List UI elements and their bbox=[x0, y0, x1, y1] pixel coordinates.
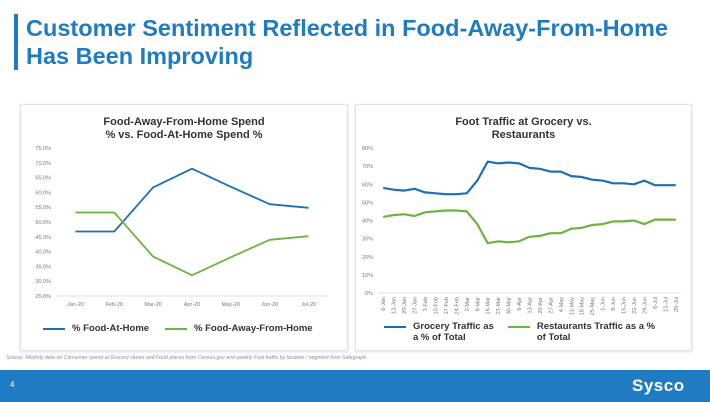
legend-label-grocery: Grocery Traffic as a % of Total bbox=[413, 321, 494, 343]
x-tick-label: 20-Apr bbox=[538, 297, 544, 314]
x-tick-label: 22-Jun bbox=[632, 297, 638, 314]
x-tick-label: 8-Jun bbox=[611, 297, 617, 311]
x-tick-label: Mar-20 bbox=[144, 302, 161, 308]
legend-label-food-away: % Food-Away-From-Home bbox=[194, 323, 313, 334]
x-tick-label: 15-Jun bbox=[622, 297, 628, 314]
y-tick-label: 50.0% bbox=[35, 220, 51, 226]
x-tick-label: May-20 bbox=[222, 302, 240, 308]
x-tick-label: 10-Feb bbox=[433, 297, 439, 314]
y-tick-label: 50% bbox=[362, 200, 373, 206]
title-accent-bar bbox=[14, 14, 18, 70]
legend-swatch-green bbox=[165, 328, 187, 330]
x-tick-label: 17-Feb bbox=[444, 297, 450, 314]
x-tick-label: 3-Feb bbox=[423, 297, 429, 311]
x-tick-label: 6-Apr bbox=[517, 297, 523, 311]
chart-title-traffic-line2: Restaurants bbox=[491, 129, 556, 141]
x-tick-label: Feb-20 bbox=[106, 302, 123, 308]
y-tick-label: 65.0% bbox=[35, 176, 51, 182]
y-tick-label: 30.0% bbox=[35, 279, 51, 285]
legend-item-grocery: Grocery Traffic as a % of Total bbox=[384, 321, 504, 343]
x-tick-label: 27-Jan bbox=[413, 297, 419, 314]
x-tick-label: 29-Jun bbox=[642, 297, 648, 314]
x-tick-label: 13-Jul bbox=[663, 297, 669, 312]
y-tick-label: 35.0% bbox=[35, 264, 51, 270]
page-number: 4 bbox=[10, 380, 15, 389]
y-tick-label: 0% bbox=[365, 291, 373, 297]
y-tick-label: 60% bbox=[362, 182, 373, 188]
series-line-blue bbox=[383, 160, 676, 196]
y-tick-label: 40% bbox=[362, 219, 373, 225]
x-tick-label: 20-Jan bbox=[402, 297, 408, 314]
x-tick-label: Jan-20 bbox=[67, 302, 84, 308]
x-tick-label: 24-Feb bbox=[454, 297, 460, 314]
y-tick-label: 70.0% bbox=[35, 161, 51, 167]
x-tick-label: 16-Mar bbox=[486, 297, 492, 315]
legend-label-food-at-home: % Food-At-Home bbox=[72, 323, 150, 334]
sysco-logo: Sysco bbox=[632, 376, 685, 395]
series-line-blue bbox=[75, 167, 309, 233]
source-note: Source: Monthly data on Consumer spend a… bbox=[6, 355, 366, 361]
y-tick-label: 75.0% bbox=[35, 146, 51, 152]
y-tick-label: 70% bbox=[362, 164, 373, 170]
x-tick-label: Apr-20 bbox=[184, 302, 201, 308]
x-tick-label: 11-May bbox=[569, 297, 575, 315]
chart-panel-spend: Food-Away-From-Home Spend % vs. Food-At-… bbox=[20, 104, 348, 351]
legend-item-restaurants: Restaurants Traffic as a % of Total bbox=[508, 321, 658, 343]
x-tick-label: 1-Jun bbox=[601, 297, 607, 311]
series-line-green bbox=[75, 211, 309, 277]
x-tick-label: 2-Mar bbox=[465, 297, 471, 312]
y-tick-label: 30% bbox=[362, 237, 373, 243]
x-tick-label: Jul-20 bbox=[301, 302, 316, 308]
x-tick-label: 9-Mar bbox=[475, 297, 481, 312]
x-tick-label: 23-Mar bbox=[496, 297, 502, 315]
chart-title-traffic-line1: Foot Traffic at Grocery vs. bbox=[455, 116, 592, 128]
legend-swatch-blue bbox=[384, 326, 406, 328]
y-tick-label: 10% bbox=[362, 273, 373, 279]
x-tick-label: Jun-20 bbox=[261, 302, 278, 308]
chart-panel-traffic: Foot Traffic at Grocery vs. Restaurants … bbox=[355, 104, 692, 351]
legend-swatch-blue bbox=[43, 328, 65, 330]
x-tick-label: 20-Jul bbox=[674, 297, 680, 312]
x-tick-label: 4-May bbox=[559, 297, 565, 313]
y-tick-label: 45.0% bbox=[35, 235, 51, 241]
traffic-line-chart: 0% 10% 20% 30% 40% 50% 60% 70% 80% 6-Jan 13-Jan 20-… bbox=[362, 146, 681, 316]
chart-title-spend-line2: % vs. Food-At-Home Spend % bbox=[105, 129, 263, 141]
y-tick-label: 60.0% bbox=[35, 190, 51, 196]
x-tick-label: 13-Jan bbox=[392, 297, 398, 314]
legend-swatch-green bbox=[508, 326, 530, 328]
series-line-green bbox=[383, 209, 676, 245]
y-tick-label: 20% bbox=[362, 255, 373, 261]
y-tick-label: 25.0% bbox=[35, 294, 51, 300]
legend-label-restaurants: Restaurants Traffic as a % of Total bbox=[536, 321, 656, 343]
x-tick-label: 25-May bbox=[590, 297, 596, 316]
x-tick-label: 18-May bbox=[580, 297, 586, 316]
legend-item-food-away: % Food-Away-From-Home bbox=[165, 323, 313, 334]
x-tick-label: 6-Jan bbox=[381, 297, 387, 311]
footer-bar: 4 Sysco bbox=[0, 370, 710, 402]
y-tick-label: 80% bbox=[362, 146, 373, 152]
y-tick-label: 40.0% bbox=[35, 250, 51, 256]
y-tick-label: 55.0% bbox=[35, 205, 51, 211]
chart-title-spend-line1: Food-Away-From-Home Spend bbox=[103, 116, 265, 128]
slide-title: Customer Sentiment Reflected in Food-Awa… bbox=[26, 15, 668, 69]
x-tick-label: 30-Mar bbox=[507, 297, 513, 315]
chart-title-spend: Food-Away-From-Home Spend % vs. Food-At-… bbox=[21, 116, 347, 142]
chart-title-traffic: Foot Traffic at Grocery vs. Restaurants bbox=[356, 116, 691, 142]
x-tick-label: 6-Jul bbox=[653, 297, 659, 309]
x-tick-label: 27-Apr bbox=[548, 297, 554, 314]
x-tick-label: 13-Apr bbox=[528, 297, 534, 314]
legend-item-food-at-home: % Food-At-Home bbox=[43, 323, 149, 334]
spend-line-chart: 25.0% 30.0% 35.0% 40.0% 45.0% 50.0% 55.0% 60.0%… bbox=[35, 146, 328, 308]
